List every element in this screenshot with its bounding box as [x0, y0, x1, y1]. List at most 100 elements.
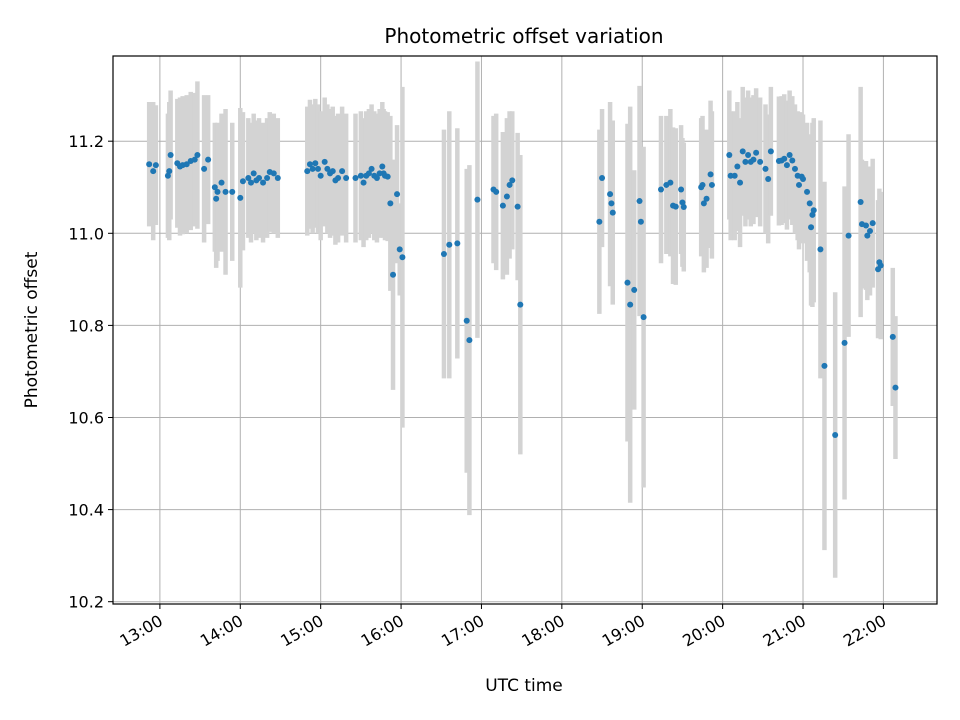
data-point — [440, 251, 447, 258]
data-point — [222, 188, 229, 195]
data-point — [317, 172, 324, 179]
data-point — [514, 203, 521, 210]
y-axis-ticks: 10.2 10.4 10.6 10.8 11.0 11.2 — [68, 132, 113, 612]
data-point — [817, 246, 824, 253]
plot-frame — [112, 55, 938, 605]
data-point — [270, 170, 277, 177]
data-point — [783, 162, 790, 169]
data-point — [699, 181, 706, 188]
y-tick-label: 11.0 — [68, 224, 104, 243]
data-point — [750, 156, 757, 163]
data-point — [892, 384, 899, 391]
data-point — [640, 314, 647, 321]
data-point — [503, 193, 510, 200]
y-tick-label: 10.2 — [68, 593, 104, 612]
data-point — [237, 194, 244, 201]
data-point — [832, 431, 839, 438]
data-point — [474, 196, 481, 203]
data-point — [379, 163, 386, 170]
data-point — [506, 181, 513, 188]
data-point — [757, 158, 764, 165]
data-point — [463, 317, 470, 324]
data-point — [680, 204, 687, 211]
data-point — [795, 181, 802, 188]
data-point — [343, 175, 350, 182]
data-point — [446, 241, 453, 248]
data-point — [678, 186, 685, 193]
data-point — [753, 149, 760, 156]
data-point — [306, 161, 313, 168]
data-point — [164, 172, 171, 179]
data-point — [517, 301, 524, 308]
data-point — [274, 175, 281, 182]
data-point — [194, 152, 201, 159]
data-point — [726, 152, 733, 159]
data-point — [493, 188, 500, 195]
data-point — [596, 218, 603, 225]
data-point — [745, 152, 752, 159]
data-point — [314, 165, 321, 172]
data-point — [762, 165, 769, 172]
data-point — [869, 220, 876, 227]
data-point — [229, 188, 236, 195]
data-point — [499, 202, 506, 209]
data-point — [857, 198, 864, 205]
data-point — [373, 175, 380, 182]
data-point — [399, 254, 406, 261]
data-point — [191, 156, 198, 163]
data-point — [321, 158, 328, 165]
data-point — [739, 148, 746, 155]
data-point — [791, 165, 798, 172]
data-point — [864, 232, 871, 239]
data-point — [742, 158, 749, 165]
data-point — [394, 191, 401, 198]
data-point — [804, 188, 811, 195]
data-point — [146, 161, 153, 168]
data-point — [867, 227, 874, 234]
data-point — [466, 337, 473, 344]
data-point — [365, 170, 372, 177]
data-point — [264, 175, 271, 182]
data-point — [329, 168, 336, 175]
chart-title: Photometric offset variation — [384, 24, 663, 48]
data-point — [201, 165, 208, 172]
y-axis-label: Photometric offset — [22, 251, 42, 408]
data-point — [800, 175, 807, 182]
data-point — [765, 175, 772, 182]
y-tick-label: 11.2 — [68, 132, 104, 151]
data-point — [781, 155, 788, 162]
data-point — [608, 200, 615, 207]
y-tick-label: 10.8 — [68, 316, 104, 335]
data-point — [387, 200, 394, 207]
data-point — [256, 175, 263, 182]
data-point — [767, 148, 774, 155]
data-point — [248, 179, 255, 186]
data-point — [627, 301, 634, 308]
data-point — [889, 333, 896, 340]
data-point — [239, 178, 246, 185]
data-point — [806, 200, 813, 207]
data-point — [324, 165, 331, 172]
data-point — [509, 177, 516, 184]
data-points — [146, 148, 899, 438]
data-point — [845, 232, 852, 239]
data-point — [810, 207, 817, 214]
data-point — [636, 198, 643, 205]
data-point — [167, 152, 174, 159]
data-point — [707, 171, 714, 178]
data-point — [734, 163, 741, 170]
data-point — [637, 218, 644, 225]
data-point — [368, 165, 375, 172]
data-point — [390, 271, 397, 278]
data-point — [609, 209, 616, 216]
data-point — [786, 152, 793, 159]
data-point — [679, 199, 686, 206]
data-point — [657, 186, 664, 193]
data-point — [312, 160, 319, 167]
y-tick-label: 10.4 — [68, 501, 104, 520]
data-point — [211, 184, 218, 191]
data-point — [809, 211, 816, 218]
data-point — [352, 175, 359, 182]
